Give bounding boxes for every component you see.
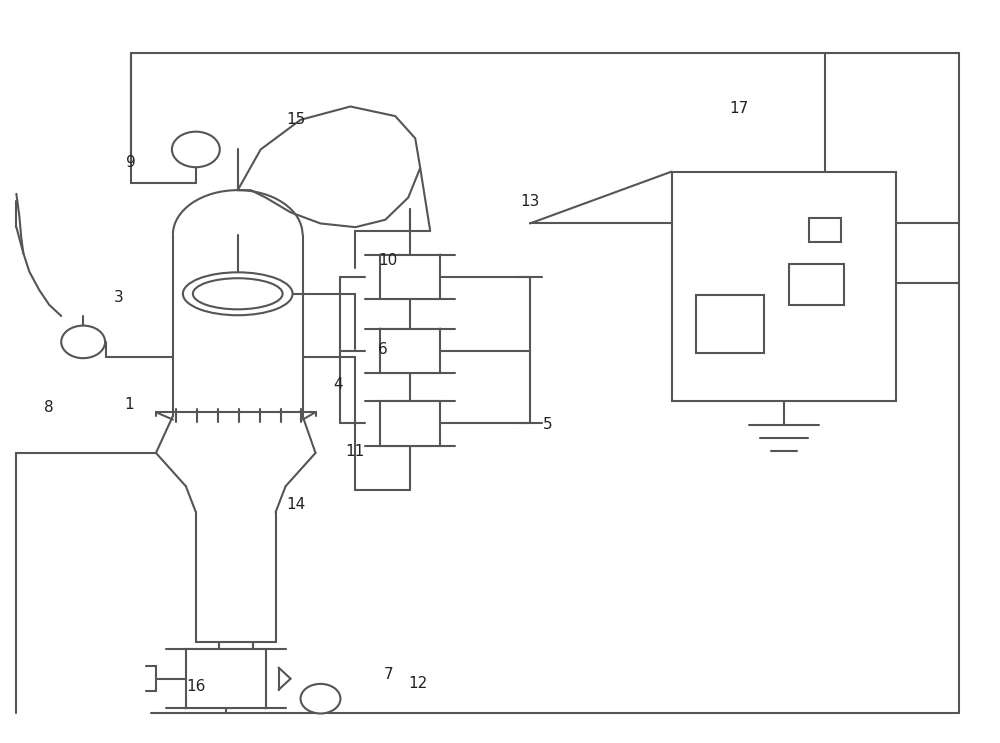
Text: 13: 13 (520, 194, 540, 209)
Text: 9: 9 (126, 155, 136, 170)
Text: 3: 3 (114, 290, 124, 305)
Text: 6: 6 (377, 342, 387, 357)
Circle shape (61, 325, 105, 358)
Text: 16: 16 (186, 678, 206, 694)
Text: 11: 11 (346, 444, 365, 459)
Bar (809, 218, 841, 242)
Bar (380, 328, 440, 373)
Text: 7: 7 (383, 667, 393, 683)
Bar (696, 295, 764, 353)
Bar (672, 172, 896, 401)
Text: 8: 8 (44, 400, 54, 415)
Text: 10: 10 (379, 253, 398, 268)
Text: 1: 1 (124, 398, 134, 412)
Ellipse shape (183, 273, 293, 315)
Ellipse shape (193, 278, 283, 309)
Circle shape (172, 132, 220, 167)
Bar (186, 649, 266, 708)
Text: 12: 12 (409, 676, 428, 692)
Text: 5: 5 (543, 418, 553, 432)
Text: 15: 15 (286, 112, 305, 127)
Text: 14: 14 (286, 497, 305, 512)
Circle shape (301, 684, 340, 713)
Text: 17: 17 (730, 101, 749, 116)
Text: 4: 4 (334, 377, 343, 392)
Bar (380, 255, 440, 299)
Bar (380, 401, 440, 446)
Bar (789, 265, 844, 305)
